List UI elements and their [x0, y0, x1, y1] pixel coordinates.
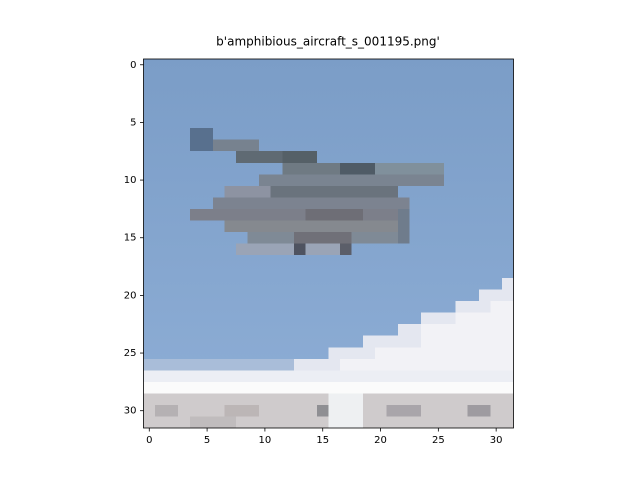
axes-frame [143, 58, 514, 429]
y-tick-label: 30 [124, 406, 137, 417]
x-tick-label: 15 [316, 435, 329, 446]
x-tick-label: 25 [432, 435, 445, 446]
x-tick-label: 20 [374, 435, 387, 446]
y-tick-label: 10 [124, 175, 137, 186]
y-tick-label: 5 [130, 117, 136, 128]
y-tick-label: 25 [124, 348, 137, 359]
chart-title: b'amphibious_aircraft_s_001195.png' [216, 35, 440, 49]
image [143, 59, 514, 428]
x-tick-label: 5 [204, 435, 210, 446]
x-tick-label: 0 [146, 435, 152, 446]
x-tick-label: 30 [490, 435, 503, 446]
y-tick-label: 0 [130, 60, 136, 71]
y-tick-label: 20 [124, 290, 137, 301]
x-tick-label: 10 [259, 435, 272, 446]
y-tick-label: 15 [124, 233, 137, 244]
